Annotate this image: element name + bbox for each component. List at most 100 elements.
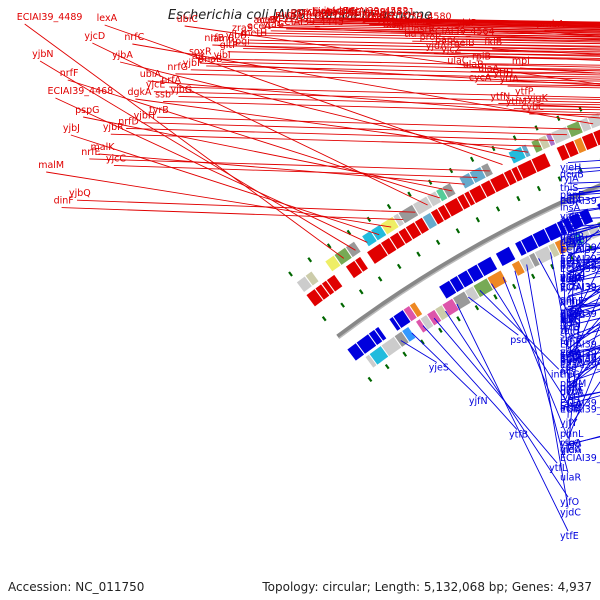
forward-feature [296,276,312,292]
reverse-feature [473,278,493,298]
leader-line [76,199,416,213]
leader-line [378,21,600,26]
leader-line [89,158,490,172]
gene-label: yjfY [560,418,578,429]
forward-cds-arrow [405,222,422,240]
gene-label: ECIAI39_4429 [560,282,600,293]
forward-cds-arrow [464,191,475,206]
gene-label: ulaB [463,59,484,70]
forward-cds-arrow [593,129,600,146]
gene-label: ytfA [500,74,520,85]
forward-feature [334,247,352,265]
forward-cds-arrow [345,260,363,279]
forward-feature [380,216,399,235]
gene-label: hsrA [560,261,582,272]
tick-mark [469,156,475,163]
gene-label: phnH [560,271,585,282]
reverse-cds-arrow [393,310,411,328]
gene-label: plsB [560,219,580,230]
gene-label: ssb [155,89,171,100]
forward-cds-arrow [355,256,368,272]
leader-line [372,18,600,24]
gene-label: ampC [560,297,588,308]
forward-cds-arrow [444,197,464,217]
reverse-cds-arrow [532,228,551,247]
gene-label: phnM [560,378,586,389]
gene-label: ECIAI39_4323 [560,398,600,409]
leader-line [567,324,600,403]
gene-label: yjeH [560,163,581,174]
forward-cds-arrow [574,137,587,154]
leader-line [422,325,518,430]
forward-feature [305,271,319,286]
leader-line [92,42,428,206]
leader-line [412,40,600,45]
tick-mark [512,283,517,290]
leader-line [61,207,404,221]
gene-label: adiC [560,214,581,225]
leader-line [468,296,519,336]
forward-cds-arrow [315,284,330,300]
forward-cds-arrow [517,159,537,179]
gene-label: yjcZ [441,44,461,55]
forward-cds-arrow [564,140,579,158]
leader-line [206,65,600,76]
gene-label: fdhF [560,337,581,348]
gene-label: cycA [469,72,492,83]
leader-line [104,24,503,165]
leader-line [141,122,567,136]
tick-mark [475,216,480,223]
gene-label: ulaR [560,473,581,484]
reverse-feature [562,234,578,251]
gene-label: ECIAI39_4489 [17,12,83,23]
gene-label: yjdC [560,507,581,518]
gene-label: pspG [75,105,99,116]
reverse-feature [369,346,389,365]
tick-mark [578,166,583,173]
gene-label: ECIAI39_4428 [560,242,600,253]
gene-label: lexA [97,13,118,24]
leader-line [218,45,600,54]
leader-line [393,22,600,27]
leader-line [347,19,600,25]
gene-label: insA [560,202,581,213]
gene-label: iclP [560,316,577,327]
gene-label: atpD [560,307,583,318]
gene-label: ytfM [506,97,527,108]
gene-label: yjeF [377,14,397,25]
gene-label: rpiB [472,52,491,63]
leader-line [369,24,600,29]
gene-label: yjbR [103,122,124,133]
tick-mark [416,251,421,257]
gene-label: nrfA [161,75,181,86]
gene-label: aceB [254,15,277,26]
gene-label: ECIAI39_4378 [560,282,600,293]
gene-label: yjcS [560,282,580,293]
gene-label: ECIAI39_4411 [560,360,600,371]
gene-label: phnG [560,310,585,321]
gene-label: insB [560,404,580,415]
tick-mark [358,289,364,295]
leader-line [249,39,600,48]
forward-feature [481,163,493,178]
gene-label: yjdL [560,212,580,223]
forward-cds-arrow [556,144,570,161]
reverse-feature [511,260,525,276]
gene-label: yjbC [284,12,305,23]
leader-line [363,20,600,26]
leader-line [456,303,569,532]
reverse-cds-arrow [449,276,464,293]
gene-label: ECIAI39_4468 [47,86,113,97]
gene-label: yeeT [560,274,583,285]
gene-label: ulaC [447,55,468,66]
forward-feature [398,204,419,224]
leader-line [261,26,600,34]
leader-line [196,58,600,68]
reverse-cds-arrow [544,223,562,242]
leader-line [479,289,560,370]
reverse-cds-arrow [368,329,383,346]
tick-mark [367,376,373,383]
gene-label: tyrB [149,105,169,116]
gene-label: alsE [560,315,579,326]
gene-label: ECIAI39_4581 [349,7,415,18]
